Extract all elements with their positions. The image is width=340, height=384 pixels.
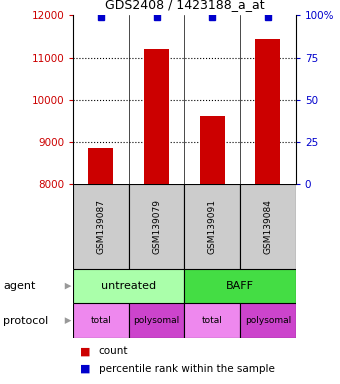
Text: total: total (202, 316, 223, 325)
Bar (240, 184, 296, 269)
Text: ■: ■ (80, 364, 90, 374)
Bar (200, 116, 225, 184)
Bar (129, 184, 185, 269)
Text: polysomal: polysomal (134, 316, 180, 325)
Bar (73, 269, 184, 303)
Bar (255, 39, 280, 184)
Text: agent: agent (3, 281, 36, 291)
Bar (184, 303, 240, 338)
Bar (240, 303, 296, 338)
Text: polysomal: polysomal (245, 316, 291, 325)
Bar (73, 184, 129, 269)
Text: GSM139079: GSM139079 (152, 199, 161, 254)
Bar (88, 147, 114, 184)
Text: GSM139091: GSM139091 (208, 199, 217, 254)
Text: ■: ■ (80, 346, 90, 356)
Title: GDS2408 / 1423188_a_at: GDS2408 / 1423188_a_at (105, 0, 264, 12)
Text: GSM139087: GSM139087 (97, 199, 105, 254)
Bar (129, 303, 185, 338)
Text: percentile rank within the sample: percentile rank within the sample (99, 364, 274, 374)
Text: BAFF: BAFF (226, 281, 254, 291)
Bar (73, 303, 129, 338)
Bar (144, 49, 169, 184)
Bar (184, 184, 240, 269)
Text: total: total (90, 316, 112, 325)
Text: count: count (99, 346, 128, 356)
Bar (184, 269, 296, 303)
Text: GSM139084: GSM139084 (264, 199, 272, 254)
Text: protocol: protocol (3, 316, 49, 326)
Text: untreated: untreated (101, 281, 156, 291)
